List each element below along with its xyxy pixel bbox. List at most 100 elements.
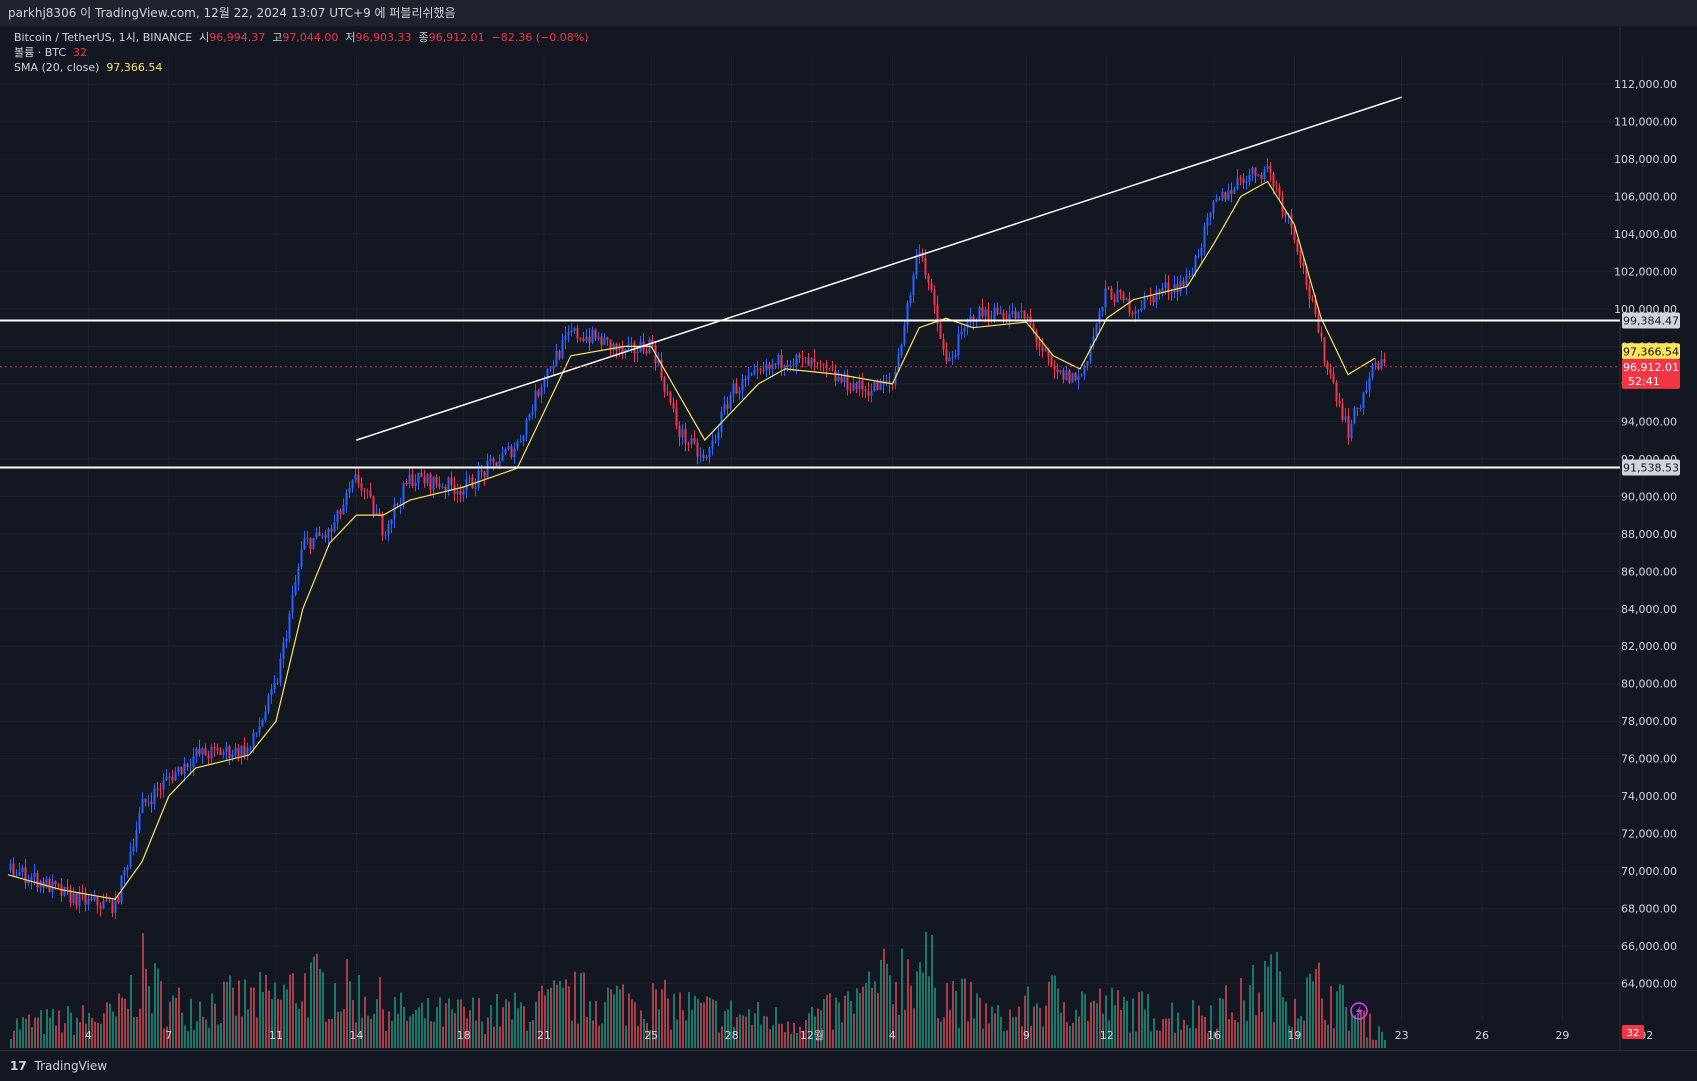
volume-bar — [1078, 1016, 1080, 1048]
candle-body — [621, 345, 624, 353]
candle-body — [513, 448, 516, 458]
volume-bar — [973, 1018, 975, 1048]
volume-bar — [214, 1003, 216, 1048]
candle-body — [531, 411, 534, 415]
candle-body — [1380, 359, 1383, 369]
y-tick-label: 88,000.00 — [1621, 528, 1677, 541]
candle-body — [999, 312, 1002, 315]
candle-body — [942, 339, 945, 350]
volume-bar — [1225, 985, 1227, 1048]
volume-bar — [1159, 1030, 1161, 1048]
volume-bar — [460, 999, 462, 1048]
candle-body — [1119, 289, 1122, 293]
volume-bar — [976, 993, 978, 1048]
candle-body — [801, 357, 804, 359]
volume-bar — [805, 1019, 807, 1048]
candle-body — [600, 336, 603, 345]
horizontal-lines[interactable] — [0, 319, 1620, 469]
candle-body — [1239, 177, 1242, 179]
volume-bar — [601, 1023, 603, 1048]
volume-bar — [1132, 998, 1134, 1048]
volume-bar — [445, 1003, 447, 1048]
sma-label[interactable]: SMA (20, close) — [14, 61, 100, 74]
candle-body — [279, 658, 282, 683]
volume-bar — [400, 992, 402, 1048]
candle-body — [846, 374, 849, 390]
volume-bar — [661, 989, 663, 1048]
volume-bar — [286, 989, 288, 1048]
candle-body — [774, 363, 777, 365]
candle-body — [438, 483, 441, 488]
symbol-name[interactable]: Bitcoin / TetherUS, 1시, BINANCE — [14, 31, 193, 44]
candle-body — [231, 755, 234, 758]
candle-body — [1077, 376, 1080, 381]
volume-bar — [289, 974, 291, 1048]
sma-row: SMA (20, close) 97,366.54 — [14, 60, 589, 75]
candle-body — [684, 428, 687, 444]
volume-bar — [1153, 1018, 1155, 1048]
volume-bar — [73, 1034, 75, 1048]
candle-body — [27, 880, 30, 884]
candle-body — [78, 892, 81, 906]
candle-body — [726, 404, 729, 409]
candle-body — [219, 749, 222, 755]
volume-bar — [757, 1001, 759, 1048]
candle-body — [1095, 323, 1098, 337]
volume-bar — [172, 995, 174, 1048]
volume-bar — [1189, 1028, 1191, 1048]
volume-bar — [1081, 991, 1083, 1048]
candle-body — [24, 867, 27, 884]
volume-bar — [802, 1031, 804, 1048]
volume-bar — [1012, 1017, 1014, 1048]
candle-body — [72, 893, 75, 904]
volume-bar — [109, 1003, 111, 1048]
volume-bar — [325, 1021, 327, 1048]
volume-bar — [559, 981, 561, 1048]
tradingview-logo-icon[interactable]: 17 — [10, 1059, 27, 1073]
volume-bar — [394, 997, 396, 1048]
candle-body — [1074, 373, 1077, 381]
candle-body — [663, 377, 666, 392]
volume-bar — [916, 971, 918, 1048]
sma-price-label: 97,366.54 — [1623, 345, 1679, 358]
candle-body — [909, 295, 912, 304]
volume-bar — [439, 997, 441, 1048]
volume-label[interactable]: 볼륨 · BTC — [14, 46, 67, 59]
candle-body — [150, 801, 153, 805]
volume-bar — [310, 962, 312, 1048]
candle-body — [36, 872, 39, 888]
candle-body — [1068, 370, 1071, 383]
candle-body — [90, 898, 93, 900]
lightning-icon[interactable] — [1350, 1002, 1368, 1020]
candle-body — [1278, 187, 1281, 197]
volume-bar — [547, 989, 549, 1048]
volume-bar — [700, 1002, 702, 1048]
volume-bar — [682, 1010, 684, 1048]
volume-bar — [1255, 1015, 1257, 1048]
volume-bar — [814, 1016, 816, 1048]
candle-body — [732, 383, 735, 395]
candle-body — [675, 408, 678, 426]
volume-bar — [181, 1012, 183, 1048]
candle-body — [273, 682, 276, 690]
candle-body — [1245, 181, 1248, 183]
trendline[interactable] — [356, 96, 1402, 441]
volume-bar — [691, 1009, 693, 1048]
volume-bar — [463, 1006, 465, 1048]
candle-body — [933, 290, 936, 305]
volume-bar — [856, 988, 858, 1048]
footer-brand[interactable]: TradingView — [34, 1059, 108, 1073]
volume-bar — [1210, 1005, 1212, 1048]
volume-bar — [292, 973, 294, 1048]
price-chart[interactable]: 64,000.00 66,000.00 68,000.00 70,000.00 72,0… — [0, 26, 1697, 1050]
candle-body — [330, 529, 333, 532]
volume-bar — [868, 971, 870, 1048]
y-tick-label: 82,000.00 — [1621, 640, 1677, 653]
candle-body — [1038, 341, 1041, 347]
volume-bar — [1141, 991, 1143, 1048]
candle-body — [1200, 247, 1203, 256]
volume-bar — [373, 1013, 375, 1048]
volume-bar — [124, 998, 126, 1048]
volume-bar — [82, 1005, 84, 1048]
candle-body — [1365, 390, 1368, 393]
